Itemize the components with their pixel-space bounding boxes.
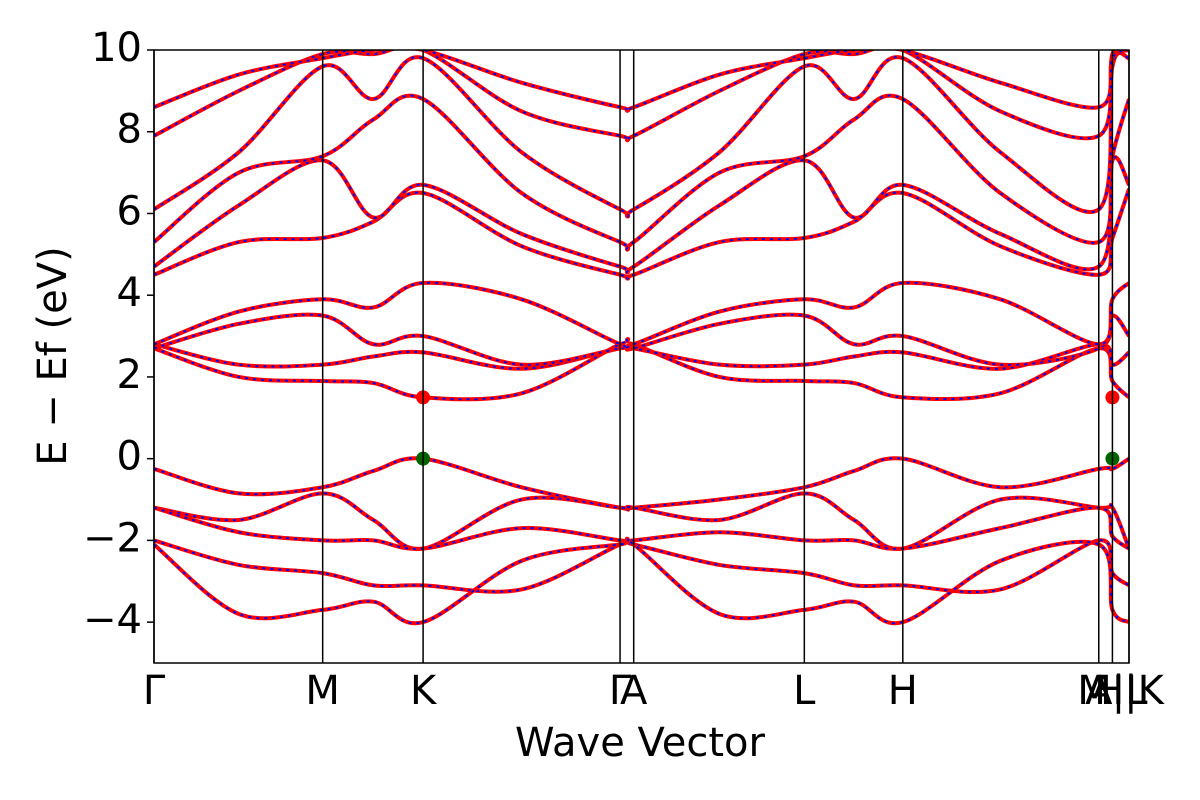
band-dashed — [154, 281, 1129, 351]
band-dashed — [154, 50, 1129, 112]
x-tick-label: H — [888, 668, 918, 714]
y-tick-label: 8 — [117, 107, 142, 153]
band-dashed — [154, 506, 1129, 550]
band-dashed — [154, 94, 1129, 251]
band-dashed — [154, 52, 1129, 218]
plot-area — [154, 50, 1129, 626]
x-axis-label: Wave Vector — [515, 720, 766, 766]
band-dashed — [154, 313, 1129, 366]
y-tick-label: −4 — [83, 597, 142, 643]
x-tick-label: H|K — [1094, 668, 1166, 714]
band — [154, 456, 1129, 512]
y-tick-label: 2 — [117, 352, 142, 398]
y-tick-label: 6 — [117, 188, 142, 234]
band — [154, 505, 1129, 551]
band-dashed — [154, 156, 1129, 274]
x-tick-label: A — [620, 668, 648, 714]
band — [154, 155, 1129, 275]
band — [154, 536, 1129, 626]
x-tick-label: L — [793, 668, 816, 714]
y-axis-label: E − Ef (eV) — [30, 246, 76, 465]
y-tick-label: −2 — [83, 515, 142, 561]
x-tick-label: Γ — [609, 668, 632, 714]
x-tick-label: Γ — [143, 668, 166, 714]
x-tick-label: M — [305, 668, 340, 714]
band-dashed — [154, 492, 1129, 550]
y-tick-label: 0 — [117, 434, 142, 480]
x-tick-label: A — [1085, 668, 1113, 714]
band — [154, 538, 1129, 594]
band-dashed — [154, 188, 1129, 280]
x-tick-label: M|L — [1077, 668, 1148, 714]
band-dashed — [154, 457, 1129, 511]
band-dashed — [154, 537, 1129, 625]
y-tick-label: 10 — [91, 25, 142, 71]
x-tick-label: K — [410, 668, 438, 714]
band-dashed — [154, 539, 1129, 593]
band-dashed — [154, 50, 1129, 142]
y-tick-label: 4 — [117, 270, 142, 316]
